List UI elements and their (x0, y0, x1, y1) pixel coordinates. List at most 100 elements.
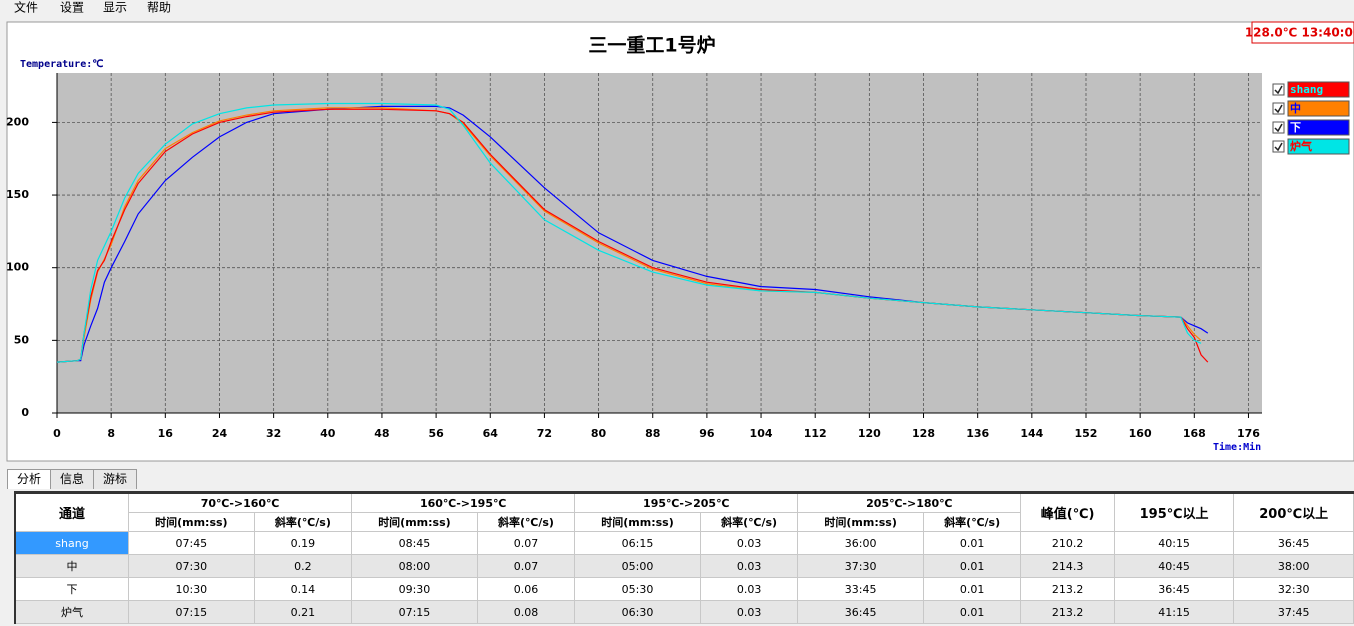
legend-checkbox[interactable] (1272, 83, 1285, 96)
header-row: 通道 70℃->160℃ 160℃->195℃ 195℃->205℃ 205℃->180… (14, 492, 1354, 532)
y-tick-label: 200 (6, 115, 29, 128)
table-cell: 0.03 (699, 531, 799, 555)
x-tick-label: 0 (53, 427, 61, 440)
table-cell: 36:45 (1113, 577, 1235, 601)
x-tick-label: 72 (537, 427, 552, 440)
table-row[interactable]: 炉气 07:15 0.21 07:15 0.08 06:30 0.03 36:45 0.01 21… (14, 600, 1354, 624)
table-cell: 05:30 (574, 577, 701, 601)
table-cell: 08:45 (351, 531, 478, 555)
x-tick-label: 48 (374, 427, 389, 440)
x-tick-label: 104 (750, 427, 773, 440)
legend-check (1274, 142, 1283, 152)
table-cell: 36:00 (797, 531, 924, 555)
table-cell: 0.01 (922, 554, 1022, 578)
x-tick-label: 56 (428, 427, 444, 440)
tab-bar: 分析 信息 游标 (7, 469, 138, 489)
x-tick-label: 128 (912, 427, 935, 440)
menu-item[interactable]: 设置 (60, 1, 84, 15)
table-cell: 210.2 (1020, 531, 1115, 555)
x-tick-label: 88 (645, 427, 660, 440)
table-cell: 37:45 (1233, 600, 1354, 624)
table-cell: 213.2 (1020, 600, 1115, 624)
table-cell: 37:30 (797, 554, 924, 578)
x-tick-label: 160 (1129, 427, 1152, 440)
table-cell: 0.01 (922, 577, 1022, 601)
table-cell: 0.08 (476, 600, 576, 624)
x-tick-label: 64 (483, 427, 499, 440)
y-tick-label: 150 (6, 188, 29, 201)
header-cell: 峰值(℃) (1020, 492, 1115, 532)
legend-checkbox[interactable] (1272, 140, 1285, 153)
table-cell: 213.2 (1020, 577, 1115, 601)
table-row[interactable]: 中 07:30 0.2 08:00 0.07 05:00 0.03 37:30 0.01 214.… (14, 554, 1354, 578)
table-cell: 06:30 (574, 600, 701, 624)
table-cell: 炉气 (14, 600, 129, 624)
table-cell: 09:30 (351, 577, 478, 601)
table-cell: 0.03 (699, 577, 799, 601)
table-cell: 07:15 (128, 600, 255, 624)
x-tick-label: 40 (320, 427, 336, 440)
header-cell: 斜率(℃/s) (699, 512, 799, 532)
table-cell: 0.01 (922, 531, 1022, 555)
table-cell: 0.2 (253, 554, 353, 578)
table-cell: 0.01 (922, 600, 1022, 624)
header-cell: 200℃以上 (1233, 492, 1354, 532)
header-cell: 70℃->160℃ (127, 492, 353, 513)
chart-panel: 128.0℃ 13:40:00 三一重工1号炉 Temperature:℃ Ti… (6, 0, 1354, 462)
x-tick-label: 176 (1237, 427, 1260, 440)
table-cell: 05:00 (574, 554, 701, 578)
table-cell: 0.14 (253, 577, 353, 601)
table-cell: 08:00 (351, 554, 478, 578)
menu-item[interactable]: 显示 (103, 1, 127, 15)
table-cell: 10:30 (128, 577, 255, 601)
legend-label: 中 (1290, 101, 1301, 115)
x-tick-label: 32 (266, 427, 281, 440)
table-cell: 33:45 (797, 577, 924, 601)
x-tick-label: 16 (158, 427, 174, 440)
legend-swatch (1287, 100, 1350, 117)
tab[interactable]: 分析 (7, 469, 52, 489)
menu-item[interactable]: 文件 (14, 0, 38, 15)
table-cell: 36:45 (797, 600, 924, 624)
data-line (56, 102, 1202, 363)
tab[interactable]: 游标 (93, 469, 138, 489)
x-tick-label: 136 (966, 427, 989, 440)
table-row[interactable]: shang 07:45 0.19 08:45 0.07 06:15 0.03 36:00 0.0… (14, 531, 1354, 555)
chart-title: 三一重工1号炉 (588, 34, 715, 57)
tab[interactable]: 信息 (50, 469, 95, 489)
legend-checkbox[interactable] (1272, 102, 1285, 115)
legend-check (1274, 123, 1283, 133)
legend-swatch (1287, 119, 1350, 136)
table-cell: 32:30 (1233, 577, 1354, 601)
legend-label: 炉气 (1290, 139, 1312, 153)
legend-label: 下 (1290, 121, 1301, 134)
plot-area (57, 73, 1262, 413)
legend-label: shang (1290, 83, 1323, 96)
table-cell: 40:15 (1113, 531, 1235, 555)
header-cell: 时间(mm:ss) (351, 512, 478, 532)
table-row[interactable]: 下 10:30 0.14 09:30 0.06 05:30 0.03 33:45 0.01 213… (14, 577, 1354, 601)
table-cell: 0.07 (476, 554, 576, 578)
header-cell: 205℃->180℃ (797, 492, 1022, 513)
x-tick-label: 152 (1075, 427, 1098, 440)
table-cell: 36:45 (1233, 531, 1354, 555)
header-cell: 斜率(℃/s) (922, 512, 1022, 532)
table-cell: 07:45 (128, 531, 255, 555)
header-cell: 时间(mm:ss) (128, 512, 255, 532)
legend-checkbox[interactable] (1272, 121, 1285, 134)
table-cell: 07:15 (351, 600, 478, 624)
table-cell: shang (14, 531, 129, 555)
header-cell: 时间(mm:ss) (574, 512, 701, 532)
header-row: 时间(mm:ss) 斜率(℃/s) 时间(mm:ss) 斜率(℃/s) 时间(mm:ss… (15, 512, 1354, 532)
x-tick-label: 168 (1183, 427, 1206, 440)
menu-item[interactable]: 帮助 (147, 1, 171, 15)
header-cell: 通道 (14, 492, 129, 532)
table-cell: 0.06 (476, 577, 576, 601)
table-cell: 下 (14, 577, 129, 601)
legend-swatch (1287, 81, 1350, 98)
x-tick-label: 80 (591, 427, 607, 440)
x-tick-label: 96 (699, 427, 715, 440)
table-cell: 07:30 (128, 554, 255, 578)
y-tick-label: 0 (21, 406, 29, 419)
